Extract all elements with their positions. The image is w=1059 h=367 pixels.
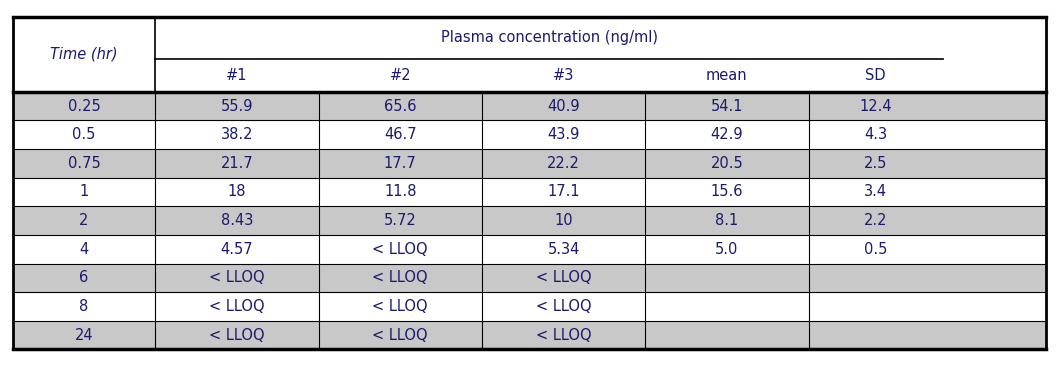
Text: 46.7: 46.7 (384, 127, 416, 142)
Text: 0.75: 0.75 (68, 156, 101, 171)
Bar (13, 17, 1046, 92)
Text: 5.72: 5.72 (384, 213, 416, 228)
Text: 8: 8 (79, 299, 89, 314)
Text: 8.43: 8.43 (221, 213, 253, 228)
Text: 43.9: 43.9 (548, 127, 579, 142)
Text: 40.9: 40.9 (548, 99, 580, 113)
Text: SD: SD (865, 68, 886, 83)
Text: Plasma concentration (ng/ml): Plasma concentration (ng/ml) (441, 30, 658, 45)
Text: < LLOQ: < LLOQ (210, 270, 265, 285)
Text: 54.1: 54.1 (711, 99, 743, 113)
Text: 10: 10 (554, 213, 573, 228)
Text: 0.25: 0.25 (68, 99, 101, 113)
Text: 12.4: 12.4 (860, 99, 892, 113)
Bar (13, 264, 1046, 292)
Bar (13, 92, 1046, 120)
Text: 5.0: 5.0 (715, 242, 738, 257)
Text: 0.5: 0.5 (864, 242, 887, 257)
Bar (13, 292, 1046, 321)
Text: 2.2: 2.2 (864, 213, 887, 228)
Text: 22.2: 22.2 (548, 156, 580, 171)
Text: 38.2: 38.2 (220, 127, 253, 142)
Text: 6: 6 (79, 270, 89, 285)
Text: 3.4: 3.4 (864, 185, 887, 199)
Text: < LLOQ: < LLOQ (536, 270, 591, 285)
Text: 0.5: 0.5 (72, 127, 95, 142)
Text: 4.57: 4.57 (220, 242, 253, 257)
Text: < LLOQ: < LLOQ (210, 299, 265, 314)
Text: 15.6: 15.6 (711, 185, 743, 199)
Text: 17.1: 17.1 (548, 185, 580, 199)
Text: 2: 2 (79, 213, 89, 228)
Text: 42.9: 42.9 (711, 127, 743, 142)
Bar (13, 120, 1046, 149)
Text: 17.7: 17.7 (384, 156, 416, 171)
Text: 2.5: 2.5 (864, 156, 887, 171)
Text: 8.1: 8.1 (715, 213, 738, 228)
Text: < LLOQ: < LLOQ (373, 270, 428, 285)
Text: 18: 18 (228, 185, 247, 199)
Bar (13, 206, 1046, 235)
Bar (13, 178, 1046, 206)
Text: < LLOQ: < LLOQ (373, 299, 428, 314)
Text: < LLOQ: < LLOQ (373, 242, 428, 257)
Text: Time (hr): Time (hr) (50, 47, 118, 62)
Text: 65.6: 65.6 (384, 99, 416, 113)
Text: < LLOQ: < LLOQ (373, 328, 428, 342)
Text: mean: mean (706, 68, 748, 83)
Bar (13, 321, 1046, 349)
Text: < LLOQ: < LLOQ (536, 299, 591, 314)
Text: 1: 1 (79, 185, 89, 199)
Text: 4: 4 (79, 242, 89, 257)
Text: #3: #3 (553, 68, 574, 83)
Text: 24: 24 (75, 328, 93, 342)
Bar (13, 235, 1046, 264)
Text: #2: #2 (390, 68, 411, 83)
Bar (13, 149, 1046, 178)
Text: 21.7: 21.7 (220, 156, 253, 171)
Text: 4.3: 4.3 (864, 127, 887, 142)
Text: #1: #1 (227, 68, 248, 83)
Text: 11.8: 11.8 (384, 185, 416, 199)
Text: 5.34: 5.34 (548, 242, 579, 257)
Text: 55.9: 55.9 (220, 99, 253, 113)
Text: 20.5: 20.5 (711, 156, 743, 171)
Text: < LLOQ: < LLOQ (210, 328, 265, 342)
Text: < LLOQ: < LLOQ (536, 328, 591, 342)
